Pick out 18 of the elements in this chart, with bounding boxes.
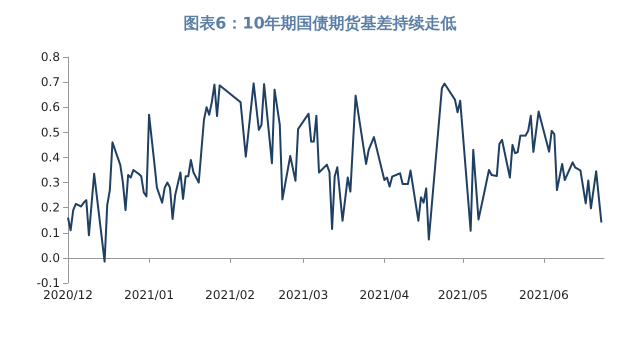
y-tick-label: 0.8	[40, 50, 60, 64]
y-tick-label: 0.1	[40, 226, 60, 240]
y-tick-label: 0.3	[40, 176, 60, 190]
y-tick-label: 0.7	[40, 75, 60, 90]
y-tick-label: 0.5	[40, 125, 60, 140]
x-tick-label: 2021/02	[205, 288, 256, 302]
x-tick-label: 2020/12	[43, 288, 93, 302]
y-tick-label: 0.0	[40, 250, 60, 265]
x-tick-label: 2021/03	[278, 288, 328, 302]
x-tick-label: 2021/01	[124, 288, 174, 302]
x-tick-label: 2021/05	[438, 288, 488, 302]
y-tick-label: 0.2	[40, 200, 60, 215]
x-tick-label: 2021/04	[359, 288, 410, 302]
y-tick-label: 0.6	[40, 100, 60, 114]
x-tick-label: 2021/06	[518, 288, 569, 302]
chart-title: 图表6：10年期国债期货基差持续走低	[183, 14, 457, 32]
y-tick-label: -0.1	[36, 276, 60, 290]
y-tick-label: 0.4	[40, 150, 60, 164]
